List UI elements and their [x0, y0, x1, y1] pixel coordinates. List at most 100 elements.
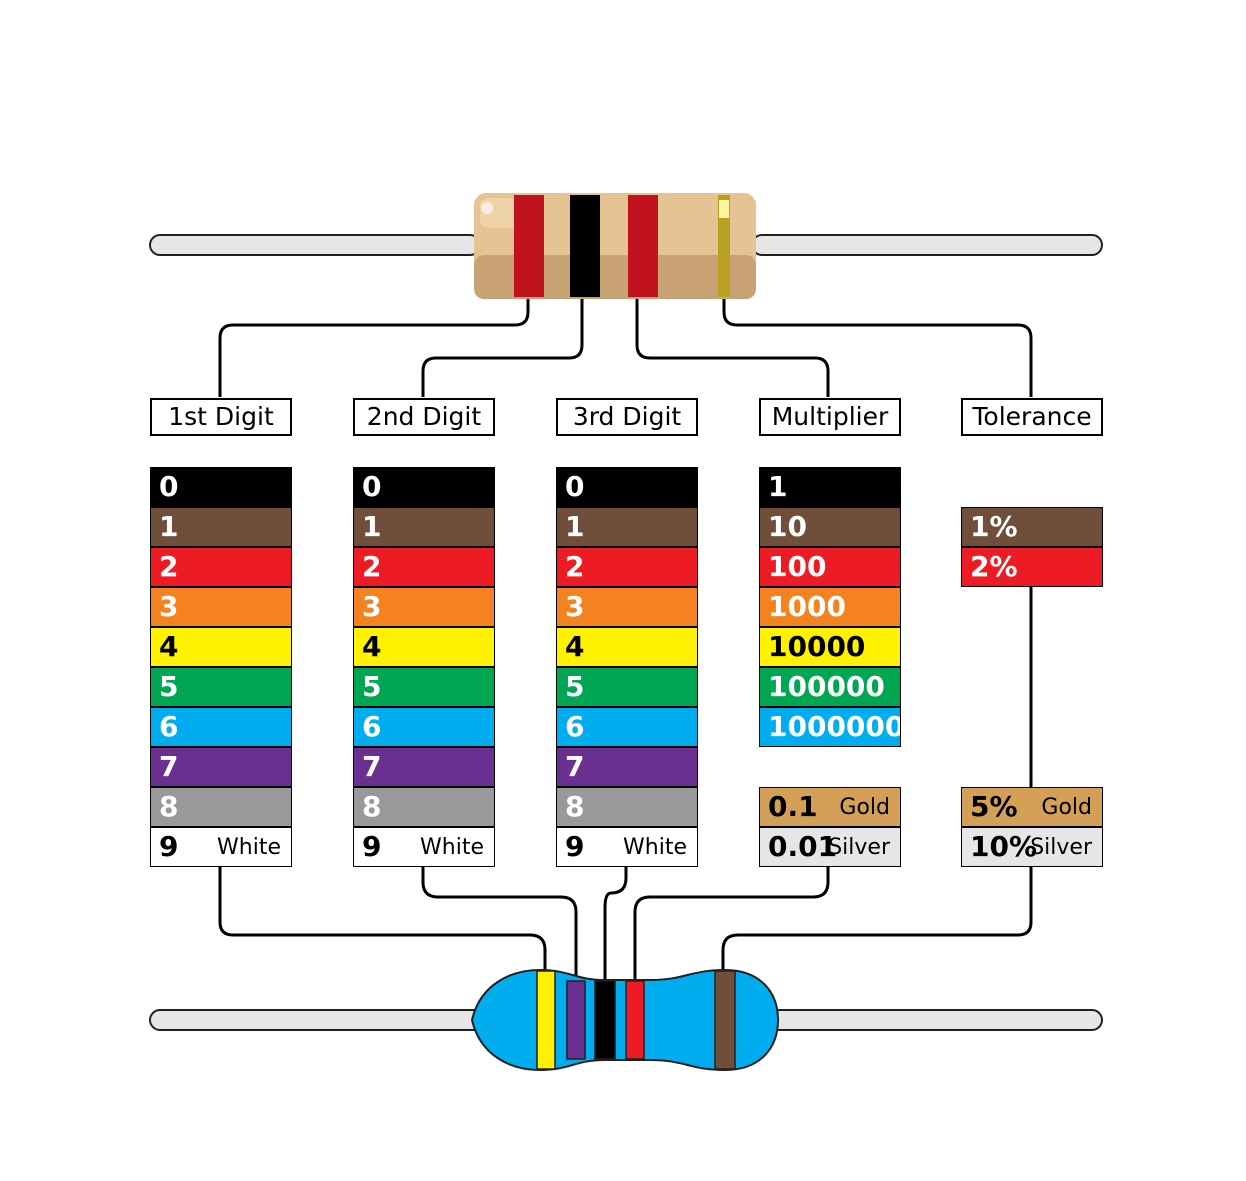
- code-row: 4: [556, 627, 698, 667]
- code-row: 5: [353, 667, 495, 707]
- code-row: 10: [759, 507, 901, 547]
- connector-bottom-multiplier: [633, 866, 830, 980]
- code-row: 0: [150, 467, 292, 507]
- connector-bottom-1st: [218, 866, 547, 972]
- code-row: 5: [556, 667, 698, 707]
- code-color-name: White: [217, 835, 281, 860]
- code-value: 7: [565, 750, 585, 783]
- code-extra-color-name: Silver: [1030, 835, 1092, 860]
- code-row: 1: [556, 507, 698, 547]
- code-row: 8: [353, 787, 495, 827]
- top-connectors: [218, 299, 1033, 397]
- code-value: 2%: [970, 550, 1018, 583]
- code-value: 8: [565, 790, 585, 823]
- bottom-connectors: [218, 866, 1033, 980]
- code-row: 0: [556, 467, 698, 507]
- code-row: 1000000: [759, 707, 901, 747]
- bottom-lead-left: [149, 1009, 491, 1031]
- code-row: 1: [759, 467, 901, 507]
- header-1st-digit: 1st Digit: [150, 398, 292, 436]
- top-resistor-body: [474, 193, 756, 299]
- code-value: 1: [565, 510, 585, 543]
- code-value: 1000: [768, 590, 846, 623]
- header-2nd-digit: 2nd Digit: [353, 398, 495, 436]
- code-value: 100: [768, 550, 827, 583]
- connector-3rd-digit: [635, 299, 830, 397]
- connector-tolerance: [722, 299, 1033, 397]
- code-row: 4: [353, 627, 495, 667]
- code-row: 2: [353, 547, 495, 587]
- code-value: 8: [362, 790, 382, 823]
- code-value: 7: [159, 750, 179, 783]
- code-row: 1%: [961, 507, 1103, 547]
- code-value: 4: [565, 630, 585, 663]
- code-value: 1: [362, 510, 382, 543]
- code-color-name: White: [623, 835, 687, 860]
- connector-bottom-2nd: [421, 866, 578, 976]
- code-row: 1: [353, 507, 495, 547]
- code-value: 1000000: [768, 710, 901, 743]
- top-lead-left: [149, 234, 481, 256]
- code-extra-row: 0.1 Gold: [759, 787, 901, 827]
- code-row: 9 White: [150, 827, 292, 867]
- code-row: 7: [353, 747, 495, 787]
- code-value: 5: [565, 670, 585, 703]
- code-row: 6: [556, 707, 698, 747]
- code-row: 100000: [759, 667, 901, 707]
- code-extra-color-name: Silver: [828, 835, 890, 860]
- code-row: 10000: [759, 627, 901, 667]
- header-3rd-digit: 3rd Digit: [556, 398, 698, 436]
- top-band-black: [570, 195, 600, 297]
- code-value: 0: [362, 470, 382, 503]
- code-row: 1: [150, 507, 292, 547]
- code-value: 100000: [768, 670, 885, 703]
- code-extra-color-name: Gold: [839, 795, 890, 820]
- code-row: 2: [150, 547, 292, 587]
- code-value: 9: [565, 830, 585, 863]
- code-row: 9 White: [556, 827, 698, 867]
- code-value: 0: [159, 470, 179, 503]
- bottom-band-brown: [714, 970, 736, 1070]
- bottom-resistor-bands: [536, 970, 736, 1070]
- code-row: 0: [353, 467, 495, 507]
- code-value: 3: [565, 590, 585, 623]
- code-value: 10000: [768, 630, 866, 663]
- code-row: 3: [150, 587, 292, 627]
- code-value: 9: [362, 830, 382, 863]
- code-extra-row: 0.01 Silver: [759, 827, 901, 867]
- code-color-name: White: [420, 835, 484, 860]
- code-value: 6: [565, 710, 585, 743]
- code-row: 3: [556, 587, 698, 627]
- top-band-gold: [718, 195, 730, 297]
- top-band-red: [628, 195, 658, 297]
- bottom-lead-right: [759, 1009, 1103, 1031]
- code-value: 2: [565, 550, 585, 583]
- code-row: 9 White: [353, 827, 495, 867]
- code-value: 1%: [970, 510, 1018, 543]
- code-row: 6: [150, 707, 292, 747]
- top-resistor-bands: [514, 195, 730, 297]
- code-value: 7: [362, 750, 382, 783]
- code-row: 8: [150, 787, 292, 827]
- code-value: 8: [159, 790, 179, 823]
- code-row: 7: [150, 747, 292, 787]
- bottom-band-violet: [566, 980, 586, 1060]
- bottom-band-yellow: [536, 970, 556, 1070]
- code-row: 2%: [961, 547, 1103, 587]
- code-value: 5: [362, 670, 382, 703]
- code-value: 2: [159, 550, 179, 583]
- code-value: 1: [159, 510, 179, 543]
- code-row: 8: [556, 787, 698, 827]
- code-extra-value: 10%: [970, 830, 1038, 863]
- code-extra-value: 0.1: [768, 790, 818, 823]
- code-value: 4: [159, 630, 179, 663]
- bottom-band-red: [625, 980, 645, 1060]
- code-value: 0: [565, 470, 585, 503]
- code-row: 1000: [759, 587, 901, 627]
- code-row: 5: [150, 667, 292, 707]
- top-lead-right: [751, 234, 1103, 256]
- top-band-gold-highlight: [719, 200, 729, 218]
- connector-bottom-3rd: [603, 866, 628, 980]
- code-extra-value: 0.01: [768, 830, 838, 863]
